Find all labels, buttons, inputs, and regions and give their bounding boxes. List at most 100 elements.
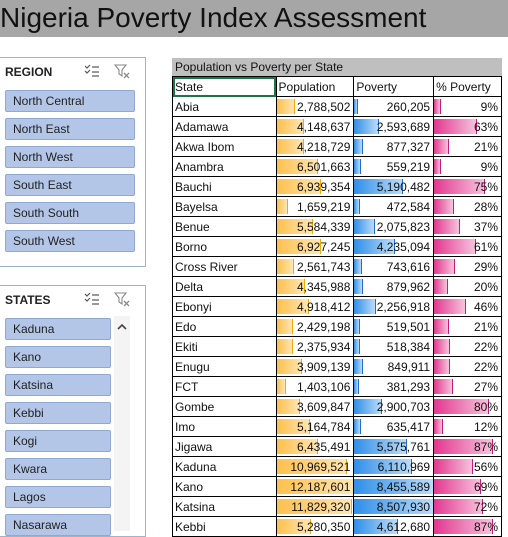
cell-pct-poverty[interactable]: 29% <box>433 256 502 277</box>
states-item-kano[interactable]: Kano <box>5 346 111 368</box>
cell-state[interactable]: Akwa Ibom <box>172 136 277 157</box>
cell-poverty[interactable]: 8,507,930 <box>353 496 435 517</box>
cell-pct-poverty[interactable]: 9% <box>433 96 502 117</box>
cell-population[interactable]: 3,609,847 <box>275 396 355 417</box>
cell-poverty[interactable]: 6,110,969 <box>353 456 435 477</box>
cell-state[interactable]: Imo <box>172 416 277 437</box>
cell-state[interactable]: Edo <box>172 316 277 337</box>
cell-state[interactable]: Ekiti <box>172 336 277 357</box>
cell-poverty[interactable]: 472,584 <box>353 196 435 217</box>
cell-state[interactable]: FCT <box>172 376 277 397</box>
cell-population[interactable]: 12,187,601 <box>275 476 355 497</box>
cell-pct-poverty[interactable]: 22% <box>433 356 502 377</box>
states-item-lagos[interactable]: Lagos <box>5 486 111 508</box>
cell-pct-poverty[interactable]: 22% <box>433 336 502 357</box>
cell-state[interactable]: Delta <box>172 276 277 297</box>
cell-pct-poverty[interactable]: 28% <box>433 196 502 217</box>
cell-pct-poverty[interactable]: 20% <box>433 276 502 297</box>
cell-poverty[interactable]: 4,612,680 <box>353 516 435 537</box>
header-pct-poverty[interactable]: % Poverty <box>433 76 502 97</box>
region-item-north-east[interactable]: North East <box>5 118 135 140</box>
cell-poverty[interactable]: 5,190,482 <box>353 176 435 197</box>
cell-poverty[interactable]: 260,205 <box>353 96 435 117</box>
cell-poverty[interactable]: 849,911 <box>353 356 435 377</box>
states-item-kebbi[interactable]: Kebbi <box>5 402 111 424</box>
cell-population[interactable]: 1,403,106 <box>275 376 355 397</box>
cell-state[interactable]: Enugu <box>172 356 277 377</box>
states-item-kwara[interactable]: Kwara <box>5 458 111 480</box>
cell-poverty[interactable]: 5,575,761 <box>353 436 435 457</box>
states-item-katsina[interactable]: Katsina <box>5 374 111 396</box>
cell-pct-poverty[interactable]: 37% <box>433 216 502 237</box>
states-item-kogi[interactable]: Kogi <box>5 430 111 452</box>
cell-population[interactable]: 2,375,934 <box>275 336 355 357</box>
header-poverty[interactable]: Poverty <box>353 76 435 97</box>
cell-poverty[interactable]: 635,417 <box>353 416 435 437</box>
cell-poverty[interactable]: 4,235,094 <box>353 236 435 257</box>
region-item-south-east[interactable]: South East <box>5 174 135 196</box>
cell-pct-poverty[interactable]: 27% <box>433 376 502 397</box>
cell-pct-poverty[interactable]: 21% <box>433 316 502 337</box>
cell-state[interactable]: Bayelsa <box>172 196 277 217</box>
cell-pct-poverty[interactable]: 21% <box>433 136 502 157</box>
cell-pct-poverty[interactable]: 63% <box>433 116 502 137</box>
cell-pct-poverty[interactable]: 87% <box>433 516 502 537</box>
cell-population[interactable]: 5,164,784 <box>275 416 355 437</box>
cell-poverty[interactable]: 2,900,703 <box>353 396 435 417</box>
header-population[interactable]: Population <box>275 76 355 97</box>
cell-poverty[interactable]: 743,616 <box>353 256 435 277</box>
cell-population[interactable]: 2,429,198 <box>275 316 355 337</box>
clear-filter-icon[interactable] <box>113 291 130 307</box>
cell-poverty[interactable]: 2,593,689 <box>353 116 435 137</box>
cell-pct-poverty[interactable]: 46% <box>433 296 502 317</box>
cell-state[interactable]: Abia <box>172 96 277 117</box>
region-item-north-central[interactable]: North Central <box>5 90 135 112</box>
cell-pct-poverty[interactable]: 12% <box>433 416 502 437</box>
multi-select-icon[interactable] <box>84 291 100 307</box>
multi-select-icon[interactable] <box>84 63 100 79</box>
cell-state[interactable]: Gombe <box>172 396 277 417</box>
cell-state[interactable]: Anambra <box>172 156 277 177</box>
clear-filter-icon[interactable] <box>113 63 130 79</box>
states-scrollbar[interactable] <box>114 316 130 531</box>
cell-pct-poverty[interactable]: 75% <box>433 176 502 197</box>
region-item-north-west[interactable]: North West <box>5 146 135 168</box>
cell-population[interactable]: 11,829,320 <box>275 496 355 517</box>
cell-state[interactable]: Kebbi <box>172 516 277 537</box>
cell-population[interactable]: 5,280,350 <box>275 516 355 537</box>
cell-population[interactable]: 4,148,637 <box>275 116 355 137</box>
cell-poverty[interactable]: 2,075,823 <box>353 216 435 237</box>
header-state[interactable]: State <box>172 76 277 97</box>
cell-state[interactable]: Katsina <box>172 496 277 517</box>
cell-population[interactable]: 3,909,139 <box>275 356 355 377</box>
states-item-nasarawa[interactable]: Nasarawa <box>5 514 111 536</box>
cell-poverty[interactable]: 2,256,918 <box>353 296 435 317</box>
cell-population[interactable]: 6,435,491 <box>275 436 355 457</box>
cell-population[interactable]: 6,501,663 <box>275 156 355 177</box>
cell-poverty[interactable]: 879,962 <box>353 276 435 297</box>
cell-state[interactable]: Borno <box>172 236 277 257</box>
cell-state[interactable]: Benue <box>172 216 277 237</box>
cell-state[interactable]: Kano <box>172 476 277 497</box>
cell-population[interactable]: 4,345,988 <box>275 276 355 297</box>
cell-pct-poverty[interactable]: 80% <box>433 396 502 417</box>
cell-pct-poverty[interactable]: 69% <box>433 476 502 497</box>
cell-population[interactable]: 5,584,339 <box>275 216 355 237</box>
cell-poverty[interactable]: 877,327 <box>353 136 435 157</box>
cell-state[interactable]: Adamawa <box>172 116 277 137</box>
cell-poverty[interactable]: 559,219 <box>353 156 435 177</box>
cell-state[interactable]: Bauchi <box>172 176 277 197</box>
cell-population[interactable]: 6,927,245 <box>275 236 355 257</box>
scroll-up-icon[interactable] <box>117 318 127 336</box>
cell-state[interactable]: Ebonyi <box>172 296 277 317</box>
cell-pct-poverty[interactable]: 61% <box>433 236 502 257</box>
states-item-kaduna[interactable]: Kaduna <box>5 318 111 340</box>
cell-population[interactable]: 2,788,502 <box>275 96 355 117</box>
cell-population[interactable]: 2,561,743 <box>275 256 355 277</box>
cell-population[interactable]: 6,939,354 <box>275 176 355 197</box>
cell-pct-poverty[interactable]: 56% <box>433 456 502 477</box>
cell-pct-poverty[interactable]: 72% <box>433 496 502 517</box>
cell-population[interactable]: 1,659,219 <box>275 196 355 217</box>
cell-poverty[interactable]: 8,455,589 <box>353 476 435 497</box>
cell-poverty[interactable]: 381,293 <box>353 376 435 397</box>
